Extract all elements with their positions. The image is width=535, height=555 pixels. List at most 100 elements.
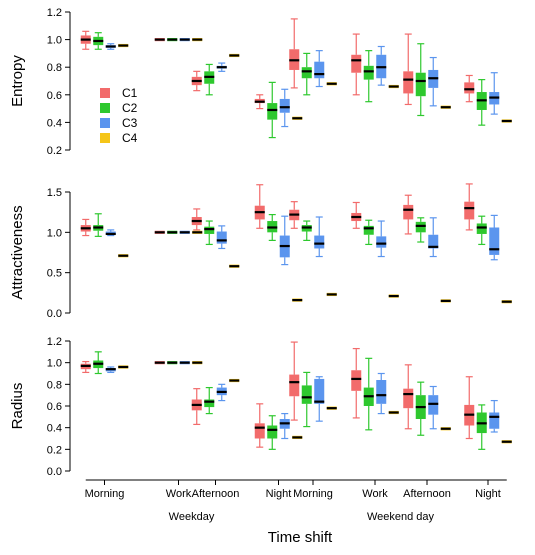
box-c4 (388, 294, 399, 298)
box-c1 (254, 184, 265, 229)
box-body (204, 399, 215, 408)
box-c3 (279, 215, 290, 266)
box-c2 (301, 52, 312, 96)
box-body (301, 67, 312, 79)
box-c4 (229, 53, 240, 58)
box-c1 (254, 403, 265, 448)
box-c2 (267, 213, 278, 241)
panel-attractiveness: 0.0 0.5 1.0 1.5 Attractiveness (9, 183, 512, 320)
box-c4 (326, 82, 337, 86)
box-c2 (267, 415, 278, 450)
box-body (267, 425, 278, 439)
y-tick-label: 0.0 (47, 308, 62, 320)
box-c3 (428, 217, 439, 258)
box-c2 (363, 50, 374, 103)
x-tick-label: Work (166, 488, 192, 500)
box-body (351, 370, 362, 391)
box-c1 (464, 376, 475, 440)
x-group-label: Weekend day (367, 511, 435, 523)
box-c2 (415, 43, 426, 117)
box-body (403, 204, 414, 220)
box-body (301, 385, 312, 404)
legend-label: C4 (122, 131, 138, 145)
box-body (204, 226, 215, 234)
box-c1 (403, 33, 414, 106)
box-c1 (80, 218, 91, 237)
box-c3 (376, 372, 387, 415)
box-c3 (216, 383, 227, 402)
box-c3 (489, 399, 500, 433)
box-c3 (314, 50, 325, 88)
box-body (476, 223, 487, 234)
box-c1 (289, 18, 300, 89)
box-body (363, 225, 374, 235)
box-c4 (118, 365, 129, 369)
box-body (428, 234, 439, 249)
box-c3 (314, 216, 325, 258)
box-c2 (301, 220, 312, 241)
box-c3 (179, 230, 190, 234)
y-tick-label: 0.8 (47, 62, 62, 74)
legend-item-c3: C3 (100, 116, 138, 130)
box-c1 (351, 33, 362, 96)
x-tick-label: Night (266, 488, 292, 500)
box-c1 (351, 347, 362, 419)
box-c4 (229, 264, 240, 268)
box-body (415, 221, 426, 233)
box-c2 (204, 386, 215, 415)
x-tick-label: Morning (85, 488, 125, 500)
box-c2 (476, 215, 487, 246)
box-c2 (167, 361, 178, 365)
box-c1 (191, 208, 202, 231)
y-tick-label: 0.5 (47, 268, 62, 280)
box-c1 (154, 230, 165, 234)
box-c2 (93, 351, 104, 375)
y-tick-label: 1.2 (47, 336, 62, 348)
panel-ylabel: Radius (9, 383, 26, 430)
legend-item-c4: C4 (100, 131, 138, 145)
box-body (363, 65, 374, 80)
box-c4 (192, 38, 203, 42)
box-c3 (489, 214, 500, 261)
box-c3 (179, 38, 190, 42)
box-body (314, 61, 325, 79)
box-c4 (501, 440, 512, 444)
y-tick-label: 1.0 (47, 227, 62, 239)
box-c4 (292, 116, 303, 120)
box-c2 (415, 217, 426, 243)
box-c2 (476, 79, 487, 126)
legend-item-c1: C1 (100, 86, 138, 100)
box-body (267, 103, 278, 120)
box-c2 (167, 38, 178, 42)
x-axis-title: Time shift (268, 529, 333, 546)
box-c1 (289, 341, 300, 421)
box-body (279, 98, 290, 113)
x-tick-label: Afternoon (403, 488, 451, 500)
box-c4 (440, 299, 451, 303)
box-c1 (464, 74, 475, 103)
legend-swatch (100, 103, 110, 113)
y-tick-label: 0.2 (47, 145, 62, 157)
panel-radius: 0.0 0.2 0.4 0.6 0.8 1.0 1.2 Radius (9, 336, 512, 478)
box-c3 (105, 43, 116, 50)
box-body (351, 54, 362, 73)
box-c3 (428, 385, 439, 430)
box-body (314, 235, 325, 249)
y-tick-label: 0.2 (47, 444, 62, 456)
box-c1 (191, 388, 202, 426)
box-body (403, 71, 414, 94)
legend-swatch (100, 118, 110, 128)
panel-entropy: 0.2 0.4 0.6 0.8 1.0 1.2 Entropy (9, 7, 512, 157)
box-c2 (93, 213, 104, 237)
box-body (376, 236, 387, 248)
box-c3 (279, 88, 290, 128)
box-c2 (415, 381, 426, 436)
x-group-label: Weekday (169, 511, 215, 523)
box-c4 (192, 230, 203, 234)
box-c4 (292, 298, 303, 302)
y-tick-label: 0.4 (47, 117, 62, 129)
box-c1 (191, 70, 202, 92)
box-c2 (363, 219, 374, 246)
y-tick-label: 1.5 (47, 187, 62, 199)
